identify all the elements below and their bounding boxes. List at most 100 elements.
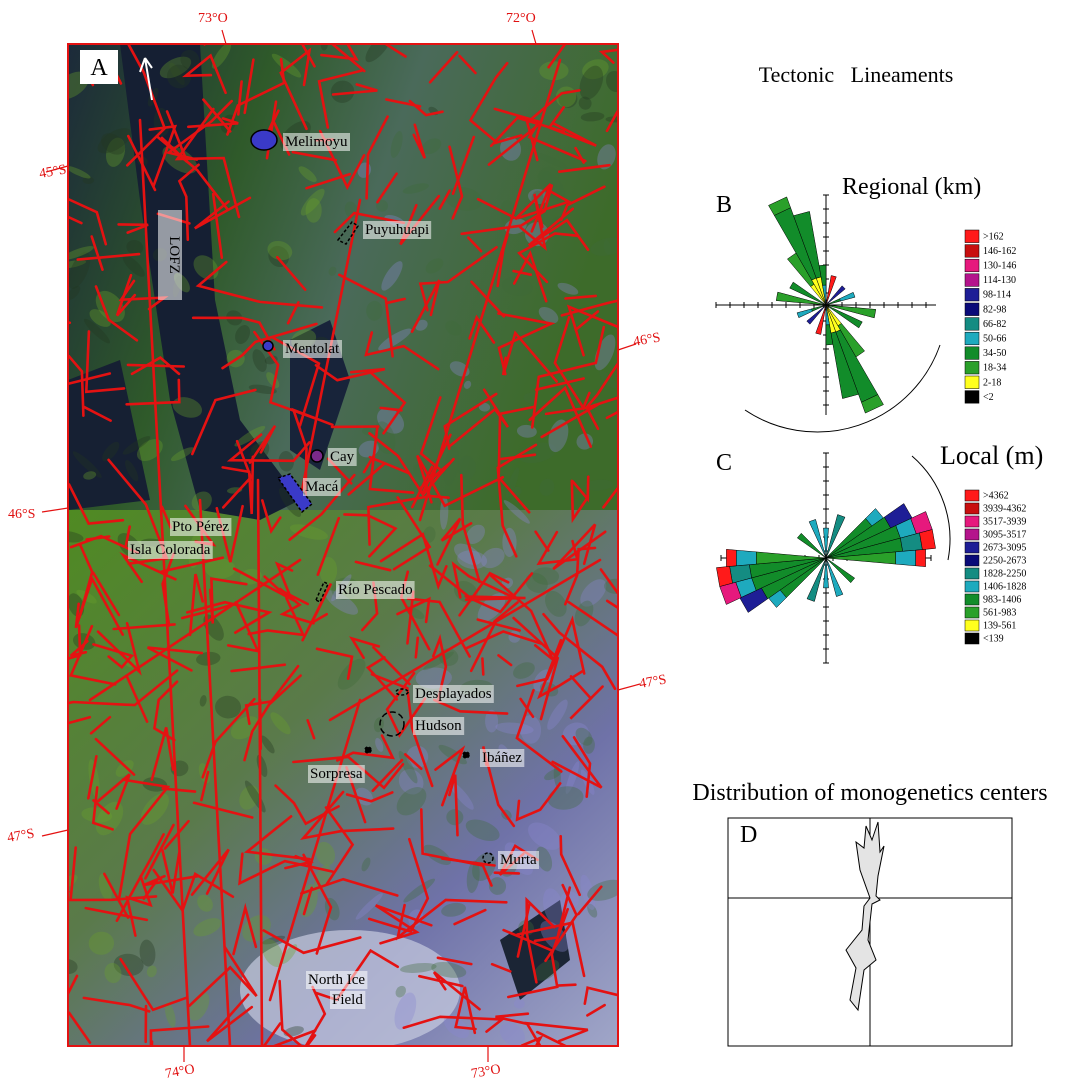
legend-label: 50-66 <box>983 334 1006 345</box>
legend-label: 1406-1828 <box>983 582 1026 593</box>
place-label: Cay <box>330 449 355 465</box>
legend-swatch <box>965 503 979 514</box>
legend-swatch <box>965 633 979 644</box>
legend-label: <139 <box>983 634 1004 645</box>
coordinate-label: 46°S <box>8 507 35 522</box>
legend-label: 3517-3939 <box>983 517 1026 528</box>
legend-label: >162 <box>983 231 1004 242</box>
coordinate-label: 47°S <box>6 826 36 846</box>
terrain <box>514 999 525 1009</box>
legend-label: <2 <box>983 392 994 403</box>
legend-label: 2-18 <box>983 377 1001 388</box>
fault-line <box>574 0 621 44</box>
legend-swatch <box>965 620 979 631</box>
fault-line <box>21 885 69 898</box>
legend-swatch <box>965 361 979 374</box>
coordinate-label: 74°O <box>164 1062 196 1082</box>
legend-swatch <box>965 259 979 272</box>
legend-label: 2673-3095 <box>983 543 1026 554</box>
rose-petal <box>916 549 926 566</box>
map-image <box>21 0 686 1083</box>
fault-line <box>558 985 576 986</box>
panel-label: C <box>716 450 732 476</box>
fault-line <box>260 700 261 749</box>
rose-petal <box>716 566 732 586</box>
legend-swatch <box>965 230 979 243</box>
legend-swatch <box>965 303 979 316</box>
legend-label: 34-50 <box>983 348 1006 359</box>
legend-swatch <box>965 332 979 345</box>
rose-petal <box>736 550 756 566</box>
rose-petal <box>896 550 916 566</box>
legend-swatch <box>965 555 979 566</box>
panel-title: Local (m) <box>940 441 1043 470</box>
legend-label: 139-561 <box>983 621 1016 632</box>
legend-swatch <box>965 288 979 301</box>
place-label: LOFZ <box>166 236 182 274</box>
rose-diagram <box>716 453 950 663</box>
coordinate-label: 47°S <box>638 672 668 692</box>
legend-label: 18-34 <box>983 363 1006 374</box>
place-label: Macá <box>305 479 339 495</box>
legend-label: 983-1406 <box>983 595 1021 606</box>
fault-line <box>482 659 483 675</box>
coordinate-label: 73°O <box>470 1062 502 1082</box>
legend-swatch <box>965 529 979 540</box>
legend-swatch <box>965 391 979 404</box>
place-label: Río Pescado <box>338 582 413 598</box>
place-label: Puyuhuapi <box>365 222 429 238</box>
legend-label: 3095-3517 <box>983 530 1026 541</box>
fault-line <box>29 317 70 364</box>
panel-label: D <box>740 822 757 848</box>
fault-line <box>495 873 519 874</box>
panel-title: Distribution of monogenetics centers <box>692 780 1047 806</box>
rose-petal <box>920 530 936 550</box>
panel-title: Regional (km) <box>842 174 981 200</box>
legend-label: 3939-4362 <box>983 504 1026 515</box>
coordinate-label: 73°O <box>198 11 228 26</box>
legend-label: 561-983 <box>983 608 1016 619</box>
coordinate-label: 72°O <box>506 11 536 26</box>
coordinate-label: 46°S <box>632 330 662 350</box>
legend-swatch <box>965 318 979 331</box>
legend-label: 114-130 <box>983 275 1016 286</box>
fault-line <box>128 365 184 367</box>
legend-swatch <box>965 568 979 579</box>
place-label: Field <box>332 992 363 1008</box>
rose-petal <box>797 309 812 318</box>
coordinate-label: 45°S <box>38 162 68 182</box>
legend-swatch <box>965 594 979 605</box>
legend-swatch <box>965 274 979 287</box>
legend-label: 130-146 <box>983 261 1016 272</box>
legend-swatch <box>965 245 979 258</box>
place-label: Hudson <box>415 718 462 734</box>
legend-label: 82-98 <box>983 304 1006 315</box>
place-label: Murta <box>500 852 537 868</box>
rose-diagram <box>716 195 940 432</box>
rose-petal <box>840 292 855 301</box>
legend-label: 146-162 <box>983 246 1016 257</box>
place-label: North Ice <box>308 972 365 988</box>
place-label: Melimoyu <box>285 134 348 150</box>
legend-label: 2250-2673 <box>983 556 1026 567</box>
legend-label: 98-114 <box>983 290 1011 301</box>
place-label: Isla Colorada <box>130 542 211 558</box>
figure: A 73°O 72°O 45°S 46°S 47°S 46°S 47°S 74°… <box>0 0 1080 1088</box>
place-label: Pto Pérez <box>172 519 229 535</box>
legend-label: 66-82 <box>983 319 1006 330</box>
legend-swatch <box>965 376 979 389</box>
figure-title: Tectonic Lineaments <box>759 62 954 87</box>
legend-swatch <box>965 490 979 501</box>
legend-label: 1828-2250 <box>983 569 1026 580</box>
legend-swatch <box>965 516 979 527</box>
panel-label: B <box>716 192 732 218</box>
place-label: Sorpresa <box>310 766 363 782</box>
place-label: Desplayados <box>415 686 492 702</box>
panel-label: A <box>90 55 108 81</box>
rose-petal <box>726 549 736 566</box>
legend-swatch <box>965 347 979 360</box>
legend-swatch <box>965 542 979 553</box>
legend-label: >4362 <box>983 491 1009 502</box>
legend-swatch <box>965 581 979 592</box>
place-label: Ibáñez <box>482 750 522 766</box>
